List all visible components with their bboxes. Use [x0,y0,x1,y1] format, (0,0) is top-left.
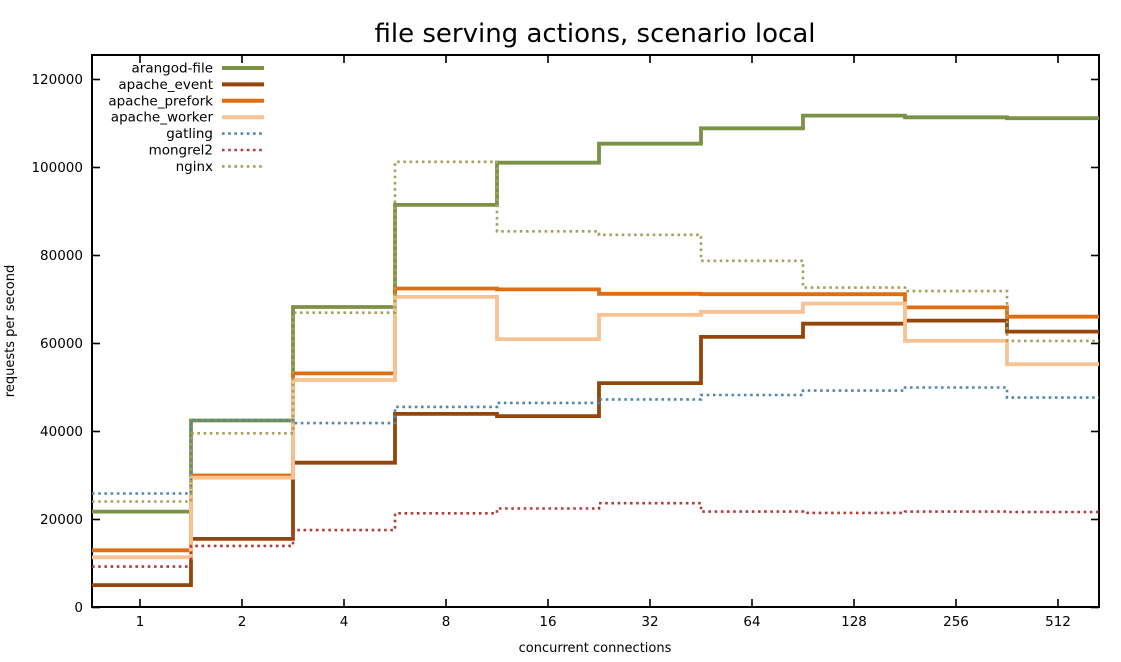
series-line-nginx [92,160,1099,503]
y-tick-label: 100000 [31,160,83,176]
legend: arangod-fileapache_eventapache_preforkap… [108,61,264,175]
plot-frame [91,54,1100,608]
y-tick-label: 40000 [40,424,83,440]
x-tick-label: 16 [539,614,556,630]
series-line-arangod-file [92,113,1099,514]
legend-item-gatling: gatling [166,126,264,142]
y-tick-label: 0 [74,600,83,616]
x-tick-label: 64 [743,614,760,630]
legend-label: nginx [176,159,213,175]
legend-item-mongrel2: mongrel2 [149,143,264,159]
series-lines [92,113,1099,587]
series-line-apache_event [92,318,1099,587]
series-line-mongrel2 [92,501,1099,568]
plot-border [91,54,1100,608]
x-tick-label: 128 [841,614,867,630]
chart-title: file serving actions, scenario local [375,19,816,49]
x-axis-label: concurrent connections [519,641,672,656]
x-tick-label: 4 [340,614,349,630]
x-tick-label: 512 [1045,614,1071,630]
legend-item-arangod-file: arangod-file [132,61,264,77]
legend-label: apache_prefork [108,93,213,109]
x-tick-label: 256 [943,614,969,630]
legend-item-apache_prefork: apache_prefork [108,93,264,109]
legend-item-apache_event: apache_event [118,77,264,93]
legend-item-nginx: nginx [176,159,264,175]
legend-label: mongrel2 [149,143,213,159]
y-tick-label: 20000 [40,512,83,528]
x-tick-label: 32 [641,614,658,630]
legend-item-apache_worker: apache_worker [111,110,264,126]
series-line-apache_worker [92,295,1099,560]
legend-label: gatling [166,126,213,142]
x-tick-label: 1 [136,614,145,630]
y-axis-label: requests per second [3,265,18,397]
y-tick-label: 60000 [40,336,83,352]
legend-label: apache_worker [111,110,214,126]
x-tick-label: 8 [442,614,451,630]
x-tick-label: 2 [238,614,247,630]
y-tick-label: 120000 [31,72,83,88]
series-line-gatling [92,386,1099,495]
y-tick-label: 80000 [40,248,83,264]
axis-ticks: 1 2 4 8 16 32 64 128 256 512 0 20000 40000 60000 80000… [31,55,1099,630]
legend-label: arangod-file [132,61,213,77]
legend-label: apache_event [118,77,213,93]
